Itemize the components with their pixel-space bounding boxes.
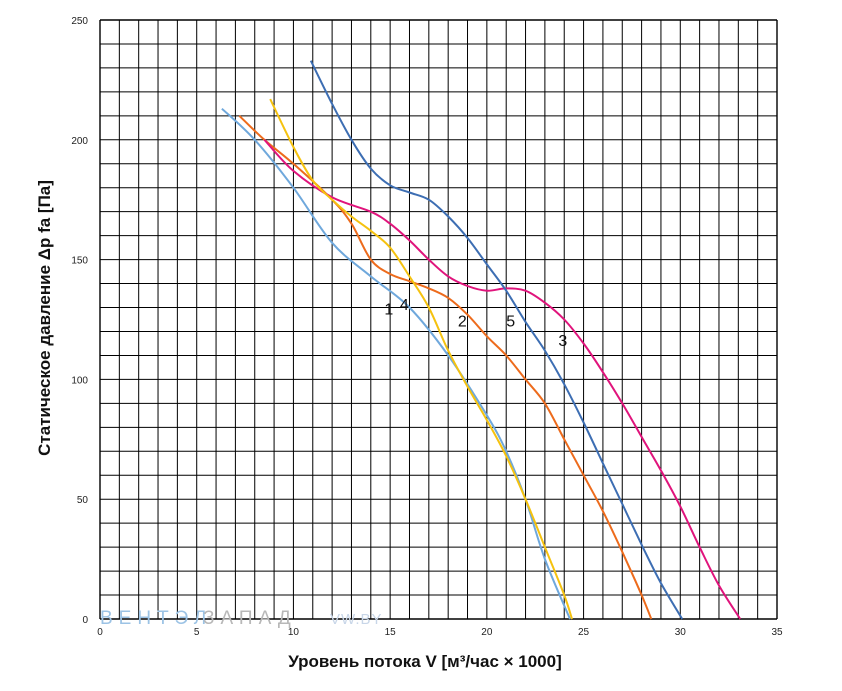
- x-tick-label: 20: [481, 627, 493, 638]
- curve-label-2: 2: [458, 314, 467, 331]
- curve-label-1: 1: [384, 302, 393, 319]
- y-tick-label: 50: [77, 495, 89, 506]
- curves: [221, 60, 742, 620]
- y-axis-title: Статическое давление Δp fa [Па]: [35, 180, 54, 456]
- y-tick-label: 150: [71, 256, 88, 267]
- curve-label-3: 3: [558, 333, 567, 350]
- watermark-brand-part1: ВЕНТЭЛ: [100, 608, 212, 629]
- curve-5: [309, 60, 684, 620]
- curve-3: [263, 139, 742, 620]
- curve-label-4: 4: [400, 297, 409, 314]
- x-tick-label: 35: [771, 627, 783, 638]
- watermark-brand-part2: ЗАПАД: [203, 608, 297, 629]
- curve-label-5: 5: [506, 314, 515, 331]
- y-tick-labels: 0 50 100 150 200 250: [71, 16, 88, 626]
- curve-labels: 1 4 2 5 3: [384, 297, 567, 350]
- y-tick-label: 100: [71, 375, 88, 386]
- y-tick-label: 250: [71, 16, 88, 27]
- x-tick-label: 25: [578, 627, 590, 638]
- x-tick-labels: 0 5 10 15 20 25 30 35: [97, 627, 783, 638]
- x-tick-label: 15: [385, 627, 397, 638]
- watermark: ВЕНТЭЛ ЗАПАД VW.BY: [100, 608, 383, 629]
- x-tick-label: 5: [194, 627, 200, 638]
- x-tick-label: 10: [288, 627, 300, 638]
- curve-4: [269, 98, 573, 620]
- x-axis-title: Уровень потока V [м³/час × 1000]: [288, 652, 562, 671]
- x-tick-label: 0: [97, 627, 103, 638]
- watermark-site: VW.BY: [330, 611, 383, 628]
- y-tick-label: 0: [82, 615, 88, 626]
- x-tick-label: 30: [675, 627, 687, 638]
- grid-lines: [99, 19, 778, 620]
- y-tick-label: 200: [71, 136, 88, 147]
